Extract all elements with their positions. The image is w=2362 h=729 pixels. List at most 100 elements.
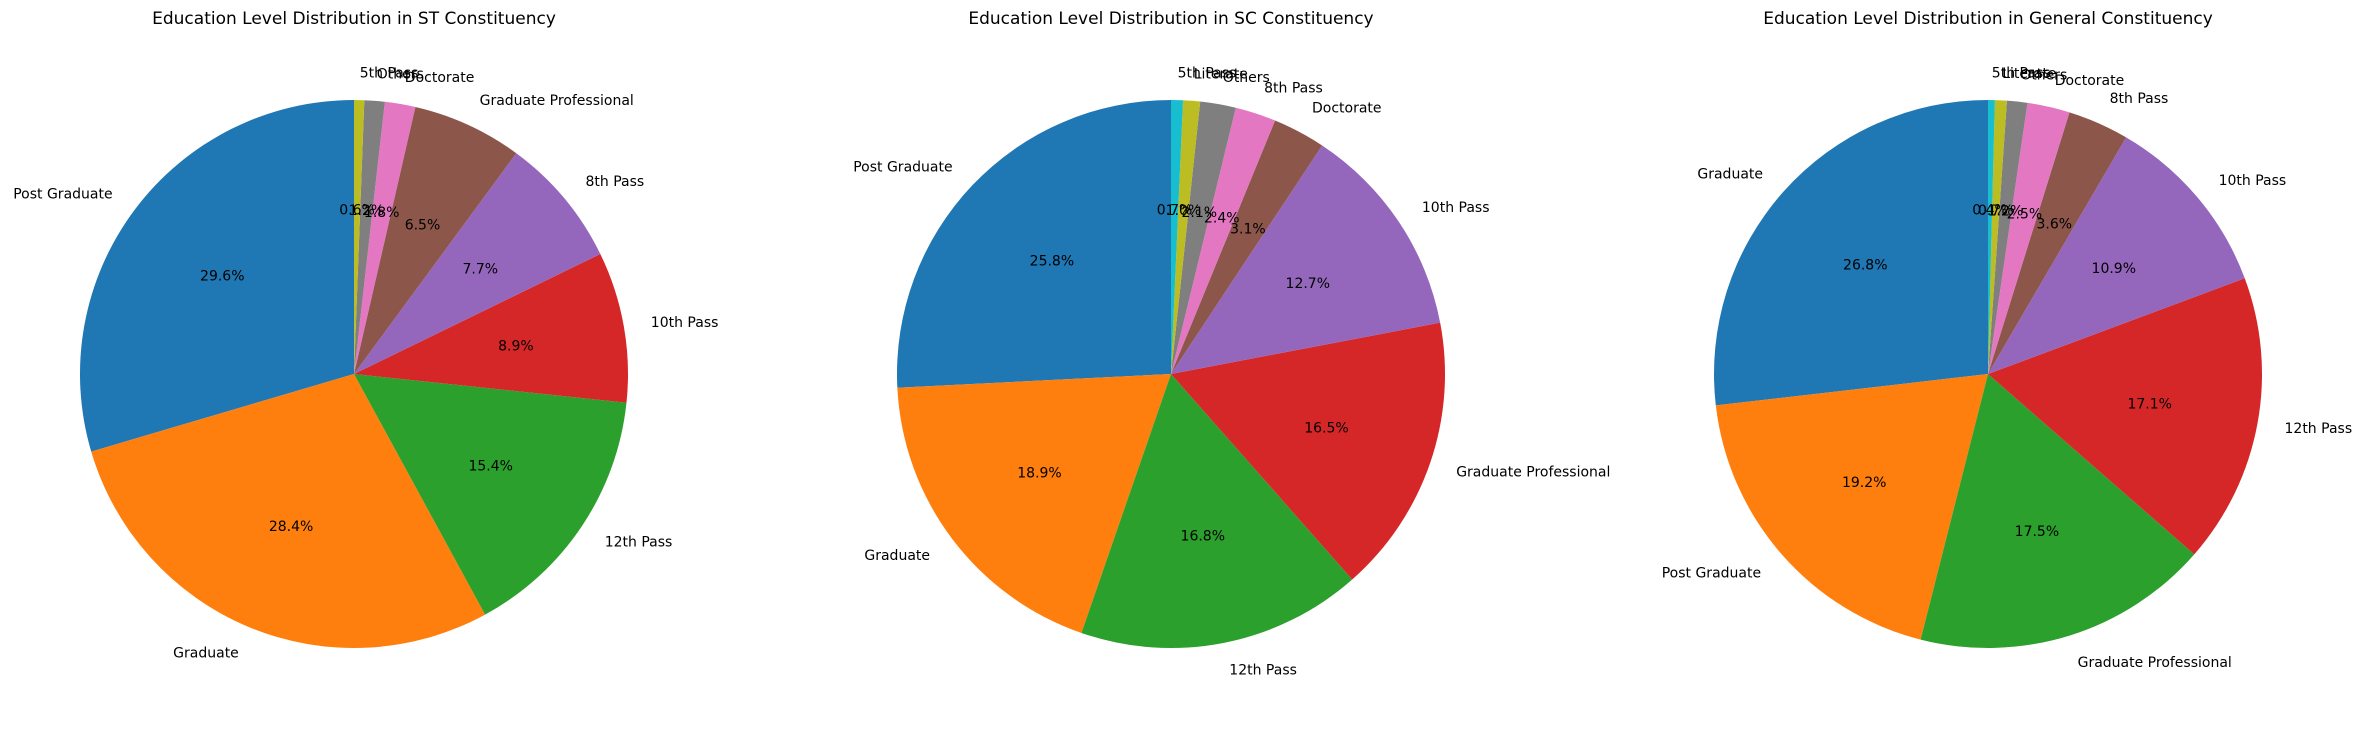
pie-pct-label: 1.2% xyxy=(1988,204,2024,220)
pie-pct-label: 0.4% xyxy=(1972,203,2008,219)
pie-pct-label: 0.7% xyxy=(1978,203,2014,219)
pie-slice-10th-pass xyxy=(1171,145,1441,374)
pie-category-label: 12th Pass xyxy=(605,534,673,550)
pie-pct-label: 17.1% xyxy=(2127,397,2171,413)
pie-pct-label: 8.9% xyxy=(498,339,534,355)
chart-title: Education Level Distribution in General … xyxy=(1763,9,2213,29)
pie-category-label: 8th Pass xyxy=(1264,80,1323,96)
pie-category-label: Doctorate xyxy=(1312,101,1382,117)
pie-slice-10th-pass xyxy=(1988,137,2245,374)
pie-slice-post-graduate xyxy=(79,100,355,452)
pie-slice-literate xyxy=(1171,100,1201,374)
pie-chart-sc: Education Level Distribution in SC Const… xyxy=(853,9,1610,679)
pie-slice-12th-pass xyxy=(1988,278,2262,555)
pie-category-label: Graduate xyxy=(1697,167,1763,183)
pie-category-label: 10th Pass xyxy=(2219,173,2287,189)
pie-category-label: 10th Pass xyxy=(651,315,719,331)
pie-category-label: Post Graduate xyxy=(13,187,112,203)
pie-category-label: 12th Pass xyxy=(2285,421,2353,437)
pie-pct-label: 16.5% xyxy=(1304,420,1348,436)
pie-pct-label: 18.9% xyxy=(1017,466,1061,482)
pie-slice-doctorate xyxy=(1988,102,2070,375)
pie-slice-post-graduate xyxy=(1715,374,1988,640)
pie-category-label: 5th Pass xyxy=(1178,66,1237,82)
pie-slice-graduate-professional xyxy=(1920,374,2195,649)
pie-slice-graduate xyxy=(1713,100,1988,406)
pie-pct-label: 2.5% xyxy=(2007,207,2043,223)
pie-category-label: 8th Pass xyxy=(2110,91,2169,107)
pie-category-label: Post Graduate xyxy=(853,159,952,175)
pie-pct-label: 0.7% xyxy=(1157,203,1193,219)
pie-slice-doctorate xyxy=(354,101,416,374)
pie-category-label: 5th Pass xyxy=(360,66,419,82)
pie-pct-label: 3.1% xyxy=(1230,222,1266,238)
pie-slice-12th-pass xyxy=(1081,374,1353,649)
pie-category-label: 10th Pass xyxy=(1422,200,1490,216)
pie-pct-label: 25.8% xyxy=(1030,254,1074,270)
pie-category-label: 8th Pass xyxy=(586,174,645,190)
pie-slice-literate xyxy=(1988,100,2007,374)
pie-slice-doctorate xyxy=(1171,120,1323,374)
pie-pct-label: 19.2% xyxy=(1842,475,1886,491)
pie-wedges xyxy=(79,99,629,649)
pie-category-label: Others xyxy=(1223,70,1270,86)
pie-wedges xyxy=(1713,100,2262,649)
pie-pct-label: 15.4% xyxy=(468,458,512,474)
pie-slice-5th-pass xyxy=(1171,99,1184,374)
pie-pct-label: 2.1% xyxy=(1182,205,1218,221)
pie-category-label: Graduate Professional xyxy=(2078,655,2232,671)
pie-pct-label: 3.6% xyxy=(2037,217,2073,233)
pie-slice-others xyxy=(1171,101,1236,374)
pie-labels: 26.8% Graduate 19.2% Post Graduate 17.5% Grad… xyxy=(1662,66,2352,671)
pie-category-label: 12th Pass xyxy=(1229,663,1297,679)
pie-category-label: Post Graduate xyxy=(1662,565,1761,581)
pie-pct-label: 0.6% xyxy=(339,203,375,219)
pie-slice-graduate xyxy=(897,374,1171,633)
pie-pct-label: 1.8% xyxy=(364,205,400,221)
pie-pct-label: 1.0% xyxy=(1166,203,1202,219)
pie-category-label: Graduate Professional xyxy=(1456,465,1610,481)
pie-pct-label: 7.7% xyxy=(463,262,499,278)
pie-category-label: Literate xyxy=(2002,66,2056,82)
pie-category-label: Literate xyxy=(1194,67,1248,83)
pie-slice-others xyxy=(354,100,385,374)
pie-slice-5th-pass xyxy=(354,99,365,375)
pie-category-label: 5th Pass xyxy=(1992,66,2051,82)
pie-category-label: Others xyxy=(377,67,424,83)
pie-category-label: Graduate xyxy=(864,548,930,564)
pie-slice-12th-pass xyxy=(354,374,627,615)
pie-slice-5th-pass xyxy=(1988,100,1995,374)
pie-slice-10th-pass xyxy=(354,253,629,403)
pie-pct-label: 1.2% xyxy=(349,203,385,219)
pie-slice-8th-pass xyxy=(354,153,601,374)
pie-pct-label: 17.5% xyxy=(2015,524,2059,540)
pie-chart-st: Education Level Distribution in ST Const… xyxy=(13,9,718,662)
pie-slice-post-graduate xyxy=(897,100,1171,388)
pie-category-label: Graduate xyxy=(173,646,239,662)
pie-category-label: Others xyxy=(2020,67,2067,83)
pie-slice-8th-pass xyxy=(1171,107,1276,375)
pie-pct-label: 2.4% xyxy=(1204,211,1240,227)
pie-category-label: Doctorate xyxy=(405,70,475,86)
pie-category-label: Graduate Professional xyxy=(480,93,634,109)
pie-pct-label: 12.7% xyxy=(1286,276,1330,292)
pie-pct-label: 26.8% xyxy=(1843,258,1887,274)
pie-pct-label: 10.9% xyxy=(2092,261,2136,277)
pie-slice-others xyxy=(1988,100,2028,374)
pie-pct-label: 6.5% xyxy=(405,218,441,234)
pie-pct-label: 16.8% xyxy=(1181,528,1225,544)
pie-pct-label: 29.6% xyxy=(200,269,244,285)
pie-labels: 25.8% Post Graduate 18.9% Graduate 16.8% 12th… xyxy=(853,66,1610,679)
pie-category-label: Doctorate xyxy=(2055,73,2125,89)
pie-pct-label: 28.4% xyxy=(269,519,313,535)
pie-labels: 29.6% Post Graduate 28.4% Graduate 15.4% 12th… xyxy=(13,66,718,662)
pie-chart-general: Education Level Distribution in General … xyxy=(1662,9,2352,671)
chart-title: Education Level Distribution in ST Const… xyxy=(152,9,556,29)
pie-slice-graduate xyxy=(91,374,486,649)
chart-title: Education Level Distribution in SC Const… xyxy=(968,9,1373,29)
pie-wedges xyxy=(897,99,1446,649)
pie-slice-graduate-professional xyxy=(354,106,517,374)
pie-slice-8th-pass xyxy=(1988,112,2127,374)
pie-slice-graduate-professional xyxy=(1171,322,1446,580)
